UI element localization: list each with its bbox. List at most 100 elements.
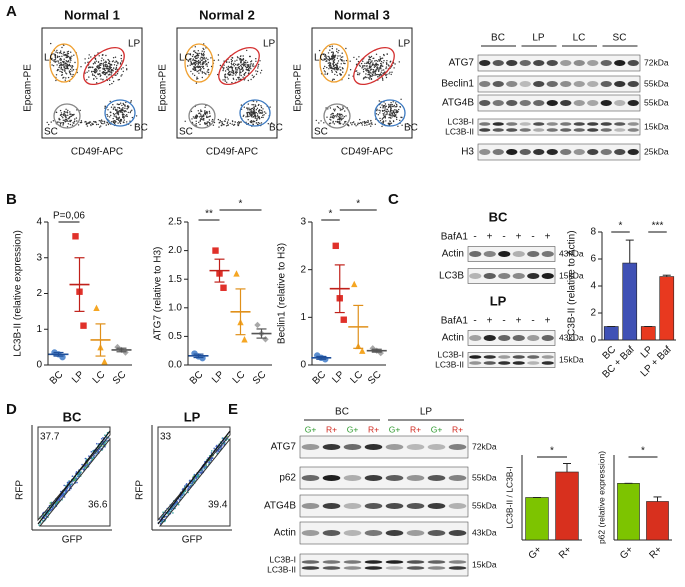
event-dot <box>115 66 118 69</box>
event-dot <box>328 62 330 64</box>
band <box>519 60 531 66</box>
event-dot <box>334 108 336 110</box>
data-point <box>340 316 347 323</box>
event-dot <box>238 79 240 81</box>
event-dot <box>224 120 226 123</box>
event-dot <box>224 76 227 78</box>
event-dot <box>349 60 351 62</box>
event-dot <box>334 73 336 76</box>
event-dot <box>341 60 344 62</box>
event-dot <box>367 74 369 76</box>
event-dot <box>63 484 65 487</box>
band <box>506 81 518 87</box>
event-dot <box>204 465 206 468</box>
band <box>385 475 404 481</box>
data-point <box>80 322 87 329</box>
event-dot <box>378 59 380 61</box>
band <box>533 149 545 155</box>
event-dot <box>66 481 69 484</box>
event-dot <box>126 105 129 107</box>
event-dot <box>328 59 330 61</box>
band <box>614 100 626 106</box>
event-dot <box>355 125 357 127</box>
event-dot <box>63 54 65 57</box>
event-dot <box>117 107 119 109</box>
event-dot <box>93 68 96 71</box>
event-dot <box>100 125 102 127</box>
event-dot <box>114 121 116 124</box>
event-dot <box>223 64 225 66</box>
event-dot <box>194 51 197 54</box>
event-dot <box>207 121 210 123</box>
lane-label: R+ <box>452 424 463 434</box>
event-dot <box>315 119 317 122</box>
event-dot <box>238 66 240 68</box>
event-dot <box>195 120 197 123</box>
event-dot <box>84 58 86 60</box>
event-dot <box>229 122 231 125</box>
event-dot <box>322 53 325 56</box>
event-dot <box>122 102 124 105</box>
band <box>546 122 558 126</box>
band <box>364 566 383 570</box>
band <box>301 444 320 450</box>
event-dot <box>65 118 68 121</box>
event-dot <box>337 52 339 54</box>
event-dot <box>363 65 365 67</box>
event-dot <box>237 124 239 127</box>
event-dot <box>111 77 114 79</box>
event-dot <box>69 485 72 488</box>
event-dot <box>387 64 390 66</box>
group-label: LP <box>420 407 433 418</box>
event-dot <box>196 115 198 118</box>
event-dot <box>260 105 262 107</box>
event-dot <box>373 63 375 66</box>
event-dot <box>369 74 371 77</box>
event-dot <box>194 117 197 119</box>
event-dot <box>377 60 379 62</box>
event-dot <box>255 122 257 124</box>
event-dot <box>244 64 246 66</box>
event-dot <box>76 120 78 122</box>
y-axis-label: RFP <box>135 480 146 500</box>
event-dot <box>94 71 97 74</box>
group-label: BC <box>335 407 349 418</box>
event-dot <box>401 124 403 127</box>
y-axis-label: Epcam-PE <box>23 64 34 112</box>
band <box>406 444 425 450</box>
band <box>469 251 482 257</box>
event-dot <box>358 74 360 76</box>
event-dot <box>333 67 335 70</box>
event-dot <box>213 121 216 124</box>
event-dot <box>130 100 132 102</box>
event-dot <box>119 121 121 123</box>
band <box>506 60 518 66</box>
event-dot <box>231 81 233 84</box>
event-dot <box>159 518 161 521</box>
event-dot <box>243 65 245 67</box>
event-dot <box>66 111 69 113</box>
event-dot <box>338 117 340 120</box>
data-point <box>332 242 339 250</box>
event-dot <box>107 65 109 68</box>
event-dot <box>227 119 230 121</box>
treatment-sign: + <box>545 232 551 243</box>
sig-label: P=0,06 <box>53 211 85 222</box>
band <box>506 149 518 155</box>
event-dot <box>116 73 119 75</box>
event-dot <box>67 118 69 120</box>
event-dot <box>369 76 371 78</box>
event-dot <box>108 67 110 70</box>
event-dot <box>178 499 181 501</box>
event-dot <box>56 52 59 54</box>
band <box>301 530 320 536</box>
event-dot <box>369 64 371 66</box>
event-dot <box>221 121 223 123</box>
blot-strip <box>477 75 641 93</box>
event-dot <box>72 73 74 76</box>
event-dot <box>94 62 97 64</box>
event-dot <box>339 107 341 110</box>
event-dot <box>366 67 368 70</box>
band <box>627 100 639 106</box>
event-dot <box>392 105 394 108</box>
